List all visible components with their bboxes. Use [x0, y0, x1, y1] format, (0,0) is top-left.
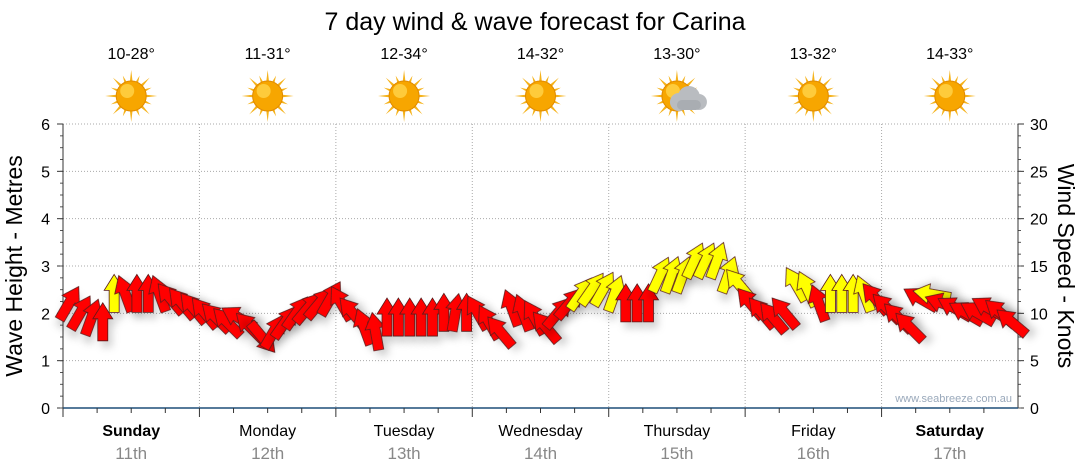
sun-ray	[811, 108, 815, 122]
sun-ray	[129, 108, 133, 122]
wind-arrow	[705, 241, 729, 281]
date-label: 15th	[660, 444, 693, 463]
date-label: 16th	[797, 444, 830, 463]
wind-arrow	[996, 309, 1030, 339]
date-label: 17th	[933, 444, 966, 463]
date-label: 11th	[115, 444, 147, 463]
wind-arrow	[895, 312, 927, 345]
day-label: Monday	[239, 423, 296, 440]
sun-icon	[105, 70, 158, 122]
sun-ray	[811, 70, 815, 84]
day-label: Thursday	[644, 423, 711, 440]
day-label: Saturday	[916, 423, 985, 440]
sun-ray	[675, 108, 679, 122]
sun-highlight	[529, 84, 544, 98]
temperature-range: 10-28°	[108, 46, 155, 63]
day-label: Tuesday	[374, 423, 435, 440]
day-label: Friday	[791, 423, 835, 440]
sun-ray	[129, 70, 133, 84]
y-tick-right-label: 5	[1030, 354, 1039, 371]
sun-ray	[280, 94, 294, 98]
sun-ray	[402, 70, 406, 84]
wind-arrow	[771, 297, 801, 331]
watermark: www.seabreeze.com.au	[894, 393, 1012, 405]
y-tick-left-label: 4	[41, 212, 50, 229]
sun-ray	[787, 94, 801, 98]
sun-highlight	[938, 84, 953, 98]
sun-ray	[650, 94, 665, 98]
temperature-range: 13-32°	[790, 46, 837, 63]
temperature-range: 13-30°	[653, 46, 700, 63]
y-axis-left-label: Wave Height - Metres	[1, 155, 27, 377]
date-label: 14th	[524, 444, 557, 463]
temperature-range: 11-31°	[245, 46, 291, 63]
sun-ray	[948, 108, 952, 122]
y-tick-right-label: 10	[1030, 306, 1048, 323]
sun-ray	[266, 108, 270, 122]
sun-icon	[514, 70, 567, 122]
y-tick-left-label: 6	[41, 117, 50, 134]
sun-ray	[826, 94, 840, 98]
y-tick-right-label: 15	[1030, 259, 1048, 276]
y-tick-left-label: 5	[41, 164, 50, 181]
wind-arrow	[637, 283, 660, 323]
sun-ray	[675, 70, 679, 84]
sun-icon	[923, 70, 976, 122]
sun-ray	[553, 94, 567, 98]
sun-icon	[378, 70, 431, 122]
cloud-icon	[669, 86, 707, 111]
wind-arrow	[92, 302, 114, 342]
cloud-base	[676, 100, 701, 110]
temperature-range: 14-33°	[926, 46, 973, 63]
y-tick-left-label: 1	[41, 354, 50, 371]
y-tick-right-label: 30	[1030, 117, 1048, 134]
sun-ray	[144, 94, 158, 98]
partly-cloudy-icon	[650, 70, 707, 122]
sun-ray	[402, 108, 406, 122]
y-tick-left-label: 2	[41, 306, 50, 323]
day-label: Wednesday	[498, 423, 582, 440]
y-tick-left-label: 0	[41, 401, 50, 418]
sun-ray	[948, 70, 952, 84]
sun-ray	[923, 94, 937, 98]
chart-title: 7 day wind & wave forecast for Carina	[324, 8, 745, 36]
y-tick-left-label: 3	[41, 259, 50, 276]
sun-icon	[241, 70, 294, 122]
date-label: 13th	[388, 444, 421, 463]
temperature-range: 12-34°	[380, 46, 427, 63]
wind-arrow	[487, 316, 517, 350]
sun-icon	[787, 70, 840, 122]
sun-ray	[105, 94, 119, 98]
sun-ray	[241, 94, 255, 98]
sun-highlight	[802, 84, 817, 98]
day-label: Sunday	[102, 423, 160, 440]
sun-highlight	[256, 84, 271, 98]
y-tick-right-label: 0	[1030, 401, 1039, 418]
sun-ray	[538, 108, 543, 122]
date-label: 12th	[251, 444, 284, 463]
sun-ray	[266, 70, 270, 84]
sun-highlight	[120, 84, 135, 98]
sun-highlight	[393, 84, 408, 98]
sun-ray	[416, 94, 431, 98]
y-tick-right-label: 25	[1030, 164, 1048, 181]
sun-ray	[378, 94, 392, 98]
sun-ray	[962, 94, 976, 98]
temperature-range: 14-32°	[517, 46, 564, 63]
sun-ray	[538, 70, 543, 84]
sun-ray	[514, 94, 528, 98]
y-axis-right-label: Wind Speed - Knots	[1053, 164, 1079, 369]
y-tick-right-label: 20	[1030, 212, 1048, 229]
